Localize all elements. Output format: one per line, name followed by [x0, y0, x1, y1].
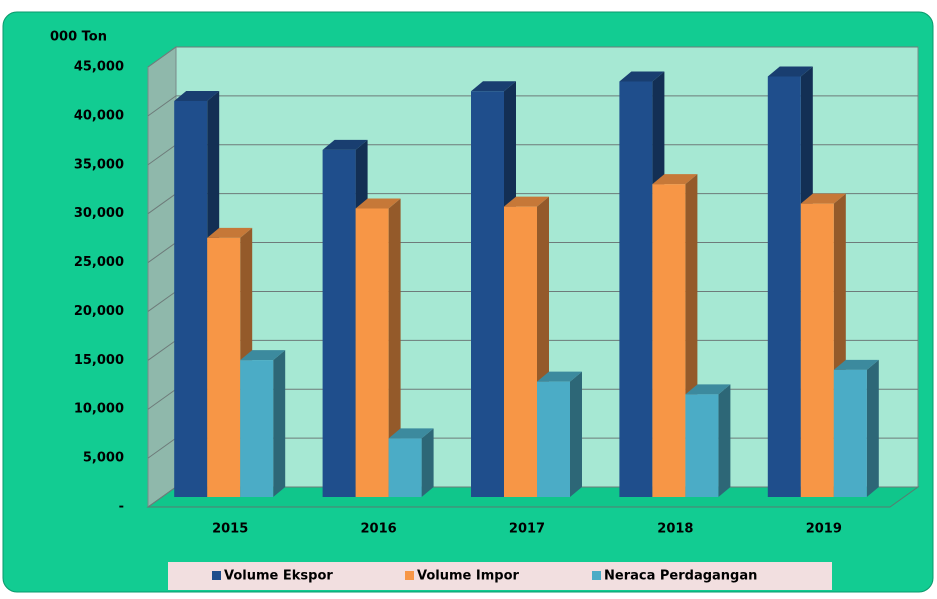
x-tick-label: 2018 — [657, 522, 693, 537]
bar-face — [322, 139, 368, 150]
bar-face — [504, 206, 537, 497]
grid-line — [147, 95, 918, 117]
bar-face — [685, 394, 719, 497]
bar-face — [685, 384, 731, 395]
grid-line — [147, 46, 918, 68]
bar-face — [619, 81, 653, 497]
legend-swatch — [592, 571, 601, 580]
bar-face — [471, 81, 516, 92]
legend-label: Neraca Perdagangan — [604, 569, 757, 584]
y-tick-label: 35,000 — [74, 157, 124, 172]
bar-face — [207, 227, 253, 238]
bar-face — [240, 360, 274, 497]
bar-face — [322, 149, 356, 497]
legend-label: Volume Impor — [417, 569, 520, 584]
bar-face — [652, 174, 698, 185]
y-tick-label: - — [119, 500, 124, 515]
bar-face — [355, 198, 401, 209]
legend-label: Volume Ekspor — [224, 569, 333, 584]
bar-face — [570, 371, 582, 497]
bar-face — [388, 428, 434, 439]
bar-face — [800, 193, 846, 204]
bar-face — [388, 438, 422, 497]
bar-face — [537, 371, 582, 382]
y-tick-label: 30,000 — [74, 206, 124, 221]
bar-face — [652, 184, 686, 497]
bar-face — [537, 381, 570, 497]
bar-face — [800, 203, 834, 497]
bar — [355, 198, 401, 498]
bar-face — [619, 71, 665, 82]
bar-face — [355, 208, 389, 498]
bar-face — [833, 369, 867, 497]
legend-swatch — [212, 571, 221, 580]
x-tick-label: 2017 — [509, 522, 545, 537]
y-tick-label: 45,000 — [74, 60, 124, 75]
bar-face — [471, 91, 504, 497]
bar — [833, 359, 879, 497]
bar-face — [718, 384, 731, 497]
y-tick-label: 40,000 — [74, 108, 124, 123]
legend-swatch — [405, 571, 414, 580]
bar-face — [240, 350, 286, 361]
x-tick-label: 2019 — [806, 522, 842, 537]
y-axis-label: 000 Ton — [50, 30, 107, 45]
bar-face — [767, 66, 813, 77]
bar-face — [504, 196, 549, 207]
bar-face — [273, 350, 286, 497]
y-tick-label: 20,000 — [74, 304, 124, 319]
bar-face — [207, 237, 241, 497]
bar-face — [833, 359, 879, 370]
side-wall — [147, 46, 177, 508]
x-tick-label: 2016 — [361, 522, 397, 537]
bar-face — [174, 101, 208, 497]
bar-face — [174, 91, 220, 101]
y-tick-label: 25,000 — [74, 255, 124, 270]
bar-face — [421, 428, 434, 497]
y-tick-label: 15,000 — [74, 353, 124, 368]
x-tick-label: 2015 — [212, 522, 248, 537]
bar-face — [388, 198, 401, 498]
bar — [240, 350, 286, 497]
legend-box — [168, 562, 832, 590]
y-tick-label: 5,000 — [83, 451, 124, 466]
bar-face — [767, 76, 801, 498]
bar-face — [866, 359, 879, 497]
y-tick-label: 10,000 — [74, 402, 124, 417]
bar — [388, 428, 434, 497]
bar — [685, 384, 731, 497]
bar — [537, 371, 582, 497]
